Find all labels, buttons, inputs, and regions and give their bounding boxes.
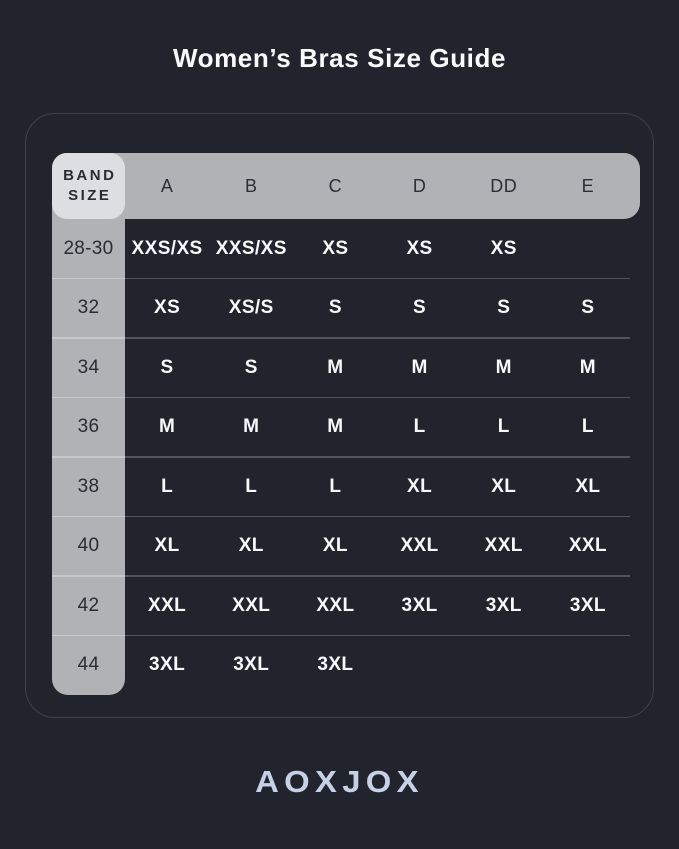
size-value-cell: XS	[322, 237, 349, 259]
row-divider-data-segment	[125, 456, 630, 458]
size-value-cell: 3XL	[569, 594, 606, 616]
size-value-cell: S	[244, 356, 258, 378]
page-title: Women’s Bras Size Guide	[172, 43, 507, 73]
size-value-cell: M	[411, 356, 428, 378]
size-value-cell: XXL	[484, 535, 523, 557]
size-value-cell: 3XL	[317, 654, 354, 676]
row-divider-data-segment	[125, 634, 630, 637]
size-value-cell: XL	[407, 475, 433, 497]
band-size-cell: 38	[77, 475, 100, 497]
size-value-cell: XXS/XS	[215, 237, 287, 259]
cup-size-column-header: D	[412, 175, 427, 196]
size-value-cell: L	[581, 416, 594, 438]
size-value-cell: L	[413, 416, 426, 438]
band-size-cell: 28-30	[63, 237, 114, 259]
cup-size-column-headers: A B C D DD E	[125, 153, 630, 219]
size-value-cell: XS/S	[228, 297, 274, 319]
row-divider-data-segment	[125, 337, 630, 339]
size-value-cell: S	[328, 297, 342, 319]
row-divider-data-segment	[125, 277, 630, 280]
band-size-cell: 42	[77, 594, 100, 616]
size-value-cell: S	[413, 297, 427, 319]
size-value-cell	[546, 636, 630, 696]
size-table-panel	[25, 113, 654, 718]
size-value-cell: S	[160, 356, 174, 378]
size-value-cell: XXL	[316, 594, 355, 616]
size-value-cell: XXL	[400, 535, 439, 557]
size-value-cell: XL	[154, 535, 180, 557]
size-value-cell	[377, 636, 461, 696]
band-size-cell: 40	[77, 535, 100, 557]
size-value-cell: XS	[154, 297, 181, 319]
cup-size-column-header: A	[160, 175, 174, 196]
band-size-corner-line2: SIZE	[68, 187, 112, 204]
size-value-cell: M	[495, 356, 512, 378]
band-size-cell: 34	[77, 356, 100, 378]
size-value-cell: S	[581, 297, 595, 319]
row-divider-data-segment	[125, 515, 630, 518]
size-value-cell: M	[327, 356, 344, 378]
size-value-cell: M	[243, 416, 260, 438]
band-column-background	[52, 153, 125, 695]
cup-size-column-header: C	[328, 175, 343, 196]
size-value-cell: S	[497, 297, 511, 319]
row-divider-band-segment	[52, 634, 125, 637]
size-value-cell: XL	[491, 475, 517, 497]
size-table-body: 28-30 XXS/XS XXS/XS XS XS XS 32 XS XS/S S S S S 34 S S M…	[52, 219, 630, 695]
size-value-cell: 3XL	[401, 594, 438, 616]
size-value-cell: L	[497, 416, 510, 438]
row-divider-data-segment	[125, 575, 630, 577]
size-value-cell	[546, 219, 630, 279]
size-value-cell: XS	[490, 237, 517, 259]
size-value-cell: L	[245, 475, 258, 497]
size-value-cell: 3XL	[485, 594, 522, 616]
size-table: BAND SIZE A B C D DD E 28-30 XXS/XS XXS/XS XS XS X…	[52, 153, 640, 695]
size-value-cell: XL	[575, 475, 601, 497]
row-divider-band-segment	[52, 515, 125, 518]
cup-size-column-header: DD	[490, 175, 518, 196]
size-value-cell: XXL	[148, 594, 187, 616]
cup-size-column-header: E	[581, 175, 595, 196]
cup-size-column-header: B	[244, 175, 258, 196]
size-value-cell: XS	[406, 237, 433, 259]
row-divider-band-segment	[52, 337, 125, 339]
size-value-cell	[462, 636, 546, 696]
size-value-cell: XXL	[568, 535, 607, 557]
brand-logo: AOXJOX	[255, 764, 424, 799]
size-value-cell: XXL	[232, 594, 271, 616]
size-value-cell: 3XL	[149, 654, 186, 676]
size-value-cell: XL	[322, 535, 348, 557]
band-size-cell: 36	[77, 416, 100, 438]
size-value-cell: XXS/XS	[131, 237, 203, 259]
band-size-cell: 32	[77, 297, 100, 319]
size-value-cell: L	[161, 475, 174, 497]
band-size-corner-line1: BAND	[63, 166, 117, 184]
row-divider-band-segment	[52, 456, 125, 458]
size-value-cell: M	[158, 416, 176, 438]
size-value-cell: M	[327, 416, 344, 438]
size-value-cell: M	[579, 356, 597, 378]
band-size-corner-cell: BAND SIZE	[52, 153, 125, 219]
row-divider-data-segment	[125, 396, 630, 399]
band-size-cell: 44	[77, 654, 100, 676]
size-value-cell: 3XL	[233, 654, 270, 676]
size-value-cell: XL	[238, 535, 264, 557]
row-divider-band-segment	[52, 575, 125, 577]
size-value-cell: L	[329, 475, 342, 497]
row-divider-band-segment	[52, 396, 125, 399]
cup-size-header-bar	[52, 153, 640, 219]
row-divider-band-segment	[52, 277, 125, 280]
